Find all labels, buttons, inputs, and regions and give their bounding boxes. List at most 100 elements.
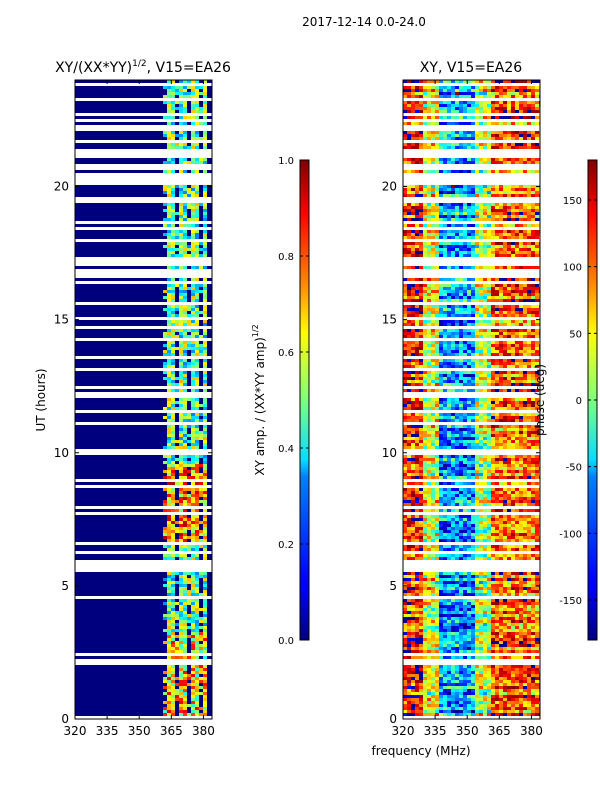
left-heatmap-cell	[195, 170, 199, 173]
right-heatmap-cell	[439, 209, 443, 212]
0-x-tick-label: 380	[192, 724, 215, 738]
right-heatmap-cell	[519, 314, 523, 317]
left-heatmap-cell	[195, 251, 199, 254]
right-heatmap-cell	[459, 341, 463, 344]
right-heatmap-cell	[527, 284, 531, 287]
right-heatmap-cell	[487, 314, 491, 317]
right-heatmap-cell	[439, 110, 443, 113]
left-heatmap-cell	[199, 635, 203, 638]
left-heatmap-row	[75, 680, 212, 683]
right-heatmap-cell	[519, 122, 523, 125]
left-heatmap-row	[75, 548, 212, 551]
right-heatmap-cell	[439, 194, 443, 197]
right-heatmap-cell	[483, 284, 487, 287]
left-heatmap-cell	[195, 143, 199, 146]
left-heatmap-row	[75, 437, 212, 440]
left-heatmap-row	[75, 158, 212, 161]
right-heatmap-cell	[467, 419, 471, 422]
right-heatmap-cell	[435, 215, 439, 218]
left-heatmap-cell	[179, 134, 183, 137]
left-heatmap-cell	[187, 626, 191, 629]
right-heatmap-cell	[495, 110, 499, 113]
left-heatmap-cell	[171, 632, 175, 635]
right-heatmap-cell	[411, 287, 415, 290]
right-heatmap-cell	[455, 470, 459, 473]
left-heatmap-cell	[203, 620, 207, 623]
right-heatmap-cell	[479, 110, 483, 113]
left-heatmap-cell	[171, 194, 175, 197]
right-heatmap-cell	[511, 458, 515, 461]
right-heatmap-cell	[483, 161, 487, 164]
right-heatmap-cell	[483, 332, 487, 335]
right-heatmap-cell	[415, 158, 419, 161]
right-heatmap-cell	[415, 194, 419, 197]
right-heatmap-cell	[451, 212, 455, 215]
right-heatmap-cell	[487, 464, 491, 467]
right-heatmap-cell	[515, 215, 519, 218]
right-heatmap-cell	[535, 203, 539, 206]
right-heatmap-cell	[527, 278, 531, 281]
right-heatmap-cell	[423, 110, 427, 113]
right-heatmap-cell	[443, 80, 447, 83]
right-heatmap-cell	[471, 377, 475, 380]
left-heatmap-cell	[167, 500, 171, 503]
right-heatmap-cell	[431, 398, 435, 401]
right-heatmap-cell	[487, 413, 491, 416]
right-heatmap-cell	[427, 248, 431, 251]
right-heatmap-cell	[483, 434, 487, 437]
right-heatmap-cell	[459, 425, 463, 428]
left-heatmap-cell	[183, 599, 187, 602]
right-heatmap-cell	[519, 218, 523, 221]
right-heatmap-cell	[427, 464, 431, 467]
right-heatmap-cell	[535, 428, 539, 431]
right-heatmap-cell	[463, 92, 467, 95]
right-heatmap-cell	[519, 311, 523, 314]
right-heatmap-cell	[491, 110, 495, 113]
right-heatmap-cell	[527, 383, 531, 386]
right-heatmap-cell	[503, 437, 507, 440]
right-heatmap-cell	[415, 476, 419, 479]
right-heatmap-cell	[467, 305, 471, 308]
right-heatmap-cell	[423, 194, 427, 197]
left-heatmap-cell	[183, 527, 187, 530]
right-heatmap-cell	[519, 353, 523, 356]
right-heatmap-cell	[467, 404, 471, 407]
right-heatmap-cell	[447, 290, 451, 293]
left-heatmap-cell	[183, 314, 187, 317]
right-heatmap-cell	[451, 245, 455, 248]
right-heatmap-cell	[523, 251, 527, 254]
right-heatmap-cell	[451, 446, 455, 449]
right-heatmap-cell	[471, 362, 475, 365]
right-heatmap-cell	[427, 230, 431, 233]
right-heatmap-cell	[427, 383, 431, 386]
right-heatmap-cell	[491, 161, 495, 164]
right-heatmap-cell	[495, 107, 499, 110]
right-heatmap-cell	[407, 446, 411, 449]
right-heatmap-cell	[491, 191, 495, 194]
left-heatmap-cell	[175, 308, 179, 311]
left-heatmap-row	[75, 143, 212, 146]
right-heatmap-cell	[435, 287, 439, 290]
right-heatmap-cell	[451, 323, 455, 326]
right-heatmap-cell	[475, 347, 479, 350]
left-heatmap-cell	[163, 362, 167, 365]
right-heatmap-cell	[451, 233, 455, 236]
right-heatmap-cell	[447, 458, 451, 461]
right-heatmap-cell	[491, 203, 495, 206]
right-heatmap-cell	[479, 107, 483, 110]
right-heatmap-cell	[439, 398, 443, 401]
left-heatmap-cell	[195, 389, 199, 392]
right-heatmap-cell	[431, 407, 435, 410]
left-heatmap-cell	[183, 146, 187, 149]
left-heatmap-cell	[191, 464, 195, 467]
left-heatmap-cell	[191, 404, 195, 407]
left-heatmap-row	[75, 632, 212, 635]
right-heatmap-cell	[535, 476, 539, 479]
left-heatmap-cell	[191, 650, 195, 653]
right-heatmap-cell	[403, 311, 407, 314]
right-heatmap-cell	[479, 86, 483, 89]
right-heatmap-cell	[531, 146, 535, 149]
right-heatmap-cell	[471, 287, 475, 290]
right-heatmap-cell	[471, 86, 475, 89]
left-heatmap-cell	[187, 488, 191, 491]
